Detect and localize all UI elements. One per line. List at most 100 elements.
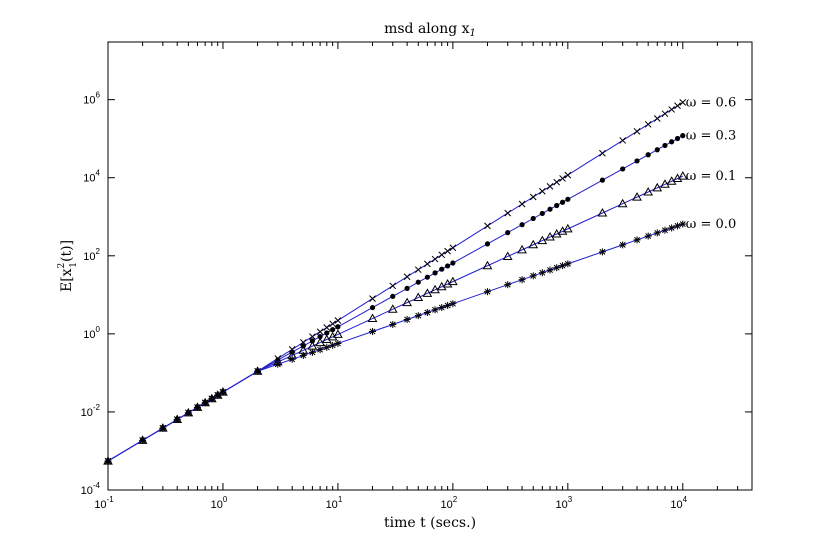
data-point <box>484 241 491 247</box>
data-point <box>323 324 331 331</box>
data-point <box>315 337 325 347</box>
data-point <box>518 276 526 284</box>
data-point <box>539 210 545 217</box>
data-point <box>439 266 445 272</box>
data-point <box>432 270 438 276</box>
data-point <box>389 282 397 290</box>
data-point <box>309 338 316 344</box>
x-axis-label: time t (secs.) <box>384 515 476 531</box>
data-point <box>423 308 431 316</box>
data-point <box>390 293 396 299</box>
data-point <box>369 304 376 311</box>
data-point <box>617 198 628 208</box>
data-point <box>674 102 681 110</box>
x-tick-label: 10-1 <box>94 495 114 511</box>
data-point <box>369 295 376 302</box>
data-point <box>619 137 627 144</box>
data-point <box>668 106 676 113</box>
data-point <box>653 115 661 122</box>
data-point <box>546 266 554 274</box>
data-point <box>661 226 669 234</box>
data-point <box>660 179 670 188</box>
data-point <box>529 272 537 280</box>
data-point <box>505 230 511 236</box>
data-point <box>669 139 675 145</box>
data-point <box>652 182 663 192</box>
data-point <box>546 183 554 190</box>
series-labels: ω = 0.6 ω = 0.3 ω = 0.1 ω = 0.0 <box>686 95 736 232</box>
data-point <box>445 263 451 269</box>
data-point <box>661 110 669 118</box>
data-point <box>517 244 527 254</box>
data-point <box>553 178 561 186</box>
data-point <box>438 304 446 312</box>
data-point <box>644 232 652 240</box>
data-point <box>504 281 512 289</box>
data-point <box>208 395 216 403</box>
data-point <box>645 152 651 158</box>
series-label: ω = 0.0 <box>686 217 736 232</box>
data-point <box>643 186 654 196</box>
series-layer <box>103 99 688 465</box>
y-tick-label: 106 <box>83 91 100 107</box>
data-point <box>564 171 572 179</box>
data-point <box>654 147 660 153</box>
y-tick-label: 100 <box>83 325 100 341</box>
x-tick-label: 104 <box>670 495 687 511</box>
data-point <box>528 239 539 249</box>
data-point <box>334 317 342 324</box>
data-point <box>518 200 526 208</box>
data-point <box>402 297 412 307</box>
data-point <box>299 351 307 359</box>
ticks-layer: 10-1 100 101 102 103 104 10-4 10-2 100 102 104 106 <box>81 42 752 511</box>
data-point <box>422 288 433 297</box>
y-axis-label: E[x2 1(t)] <box>57 240 79 292</box>
data-point <box>274 360 282 368</box>
data-point <box>430 284 440 294</box>
data-point <box>413 292 424 302</box>
data-point <box>633 236 641 244</box>
series-label: ω = 0.6 <box>686 95 736 110</box>
data-point <box>329 320 337 328</box>
data-point <box>444 247 451 255</box>
data-point <box>620 166 626 172</box>
series-label: ω = 0.1 <box>686 169 736 184</box>
data-point <box>324 330 330 336</box>
data-point <box>415 279 421 285</box>
data-point <box>599 177 606 183</box>
series-line <box>107 223 683 462</box>
data-point <box>444 301 452 309</box>
data-point <box>414 312 422 320</box>
series-label: ω = 0.3 <box>686 129 736 144</box>
chart-title: msd along x1 <box>384 21 476 39</box>
data-point <box>559 175 566 182</box>
data-point <box>545 232 555 241</box>
data-point <box>668 224 676 232</box>
data-point <box>367 313 378 323</box>
data-point <box>679 99 687 106</box>
data-point <box>537 235 548 245</box>
data-point <box>369 327 377 335</box>
data-point <box>597 207 608 217</box>
data-point <box>104 457 112 465</box>
data-point <box>334 339 342 347</box>
data-point <box>633 127 641 135</box>
data-point <box>449 300 457 308</box>
data-point <box>632 192 642 201</box>
data-point <box>599 149 606 157</box>
x-tick-label: 102 <box>441 495 458 511</box>
data-point <box>504 209 512 217</box>
data-point <box>316 346 324 354</box>
data-point <box>547 206 553 212</box>
data-point <box>680 133 686 139</box>
data-point <box>502 251 513 260</box>
data-point <box>308 348 316 356</box>
data-point <box>653 229 661 237</box>
data-point <box>214 391 222 399</box>
data-point <box>184 409 192 417</box>
data-point <box>424 260 431 268</box>
data-point <box>335 324 341 330</box>
data-point <box>387 304 398 313</box>
